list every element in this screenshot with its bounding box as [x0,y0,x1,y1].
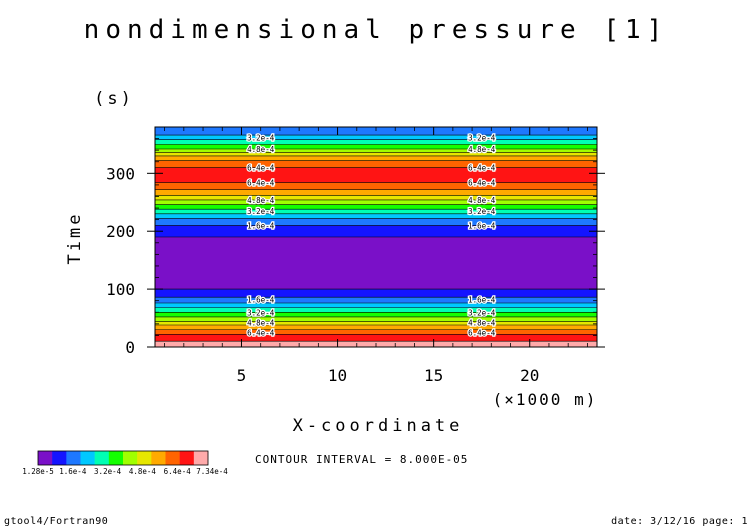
contour-band-14 [155,213,597,219]
contour-band-2 [155,329,597,335]
x-tick-label-2: 15 [424,366,443,385]
colorbar-label-2: 3.2e-4 [94,467,122,476]
y-tick-label-0: 0 [125,338,135,357]
colorbar-swatch-2 [66,451,81,465]
contour-label-6-1: 4.8e-4 [468,196,496,205]
contour-label-3-0: 1.6e-4 [247,296,275,305]
footer-date-page: date: 3/12/16 page: 1 [611,516,748,527]
contour-label-7-0: 6.4e-4 [247,179,275,188]
footer-software-label: gtool4/Fortran90 [4,516,109,527]
y-tick-label-1: 100 [106,280,135,299]
contour-band-11 [155,237,597,290]
colorbar-swatch-6 [123,451,138,465]
contour-band-26 [155,144,597,149]
colorbar-label-3: 4.8e-4 [129,467,157,476]
contour-band-29 [155,127,597,136]
colorbar-swatch-0 [38,451,53,465]
contour-labels: 6.4e-4 6.4e-44.8e-4 4.8e-43.2e-4 3.2e-41.6e… [246,132,497,339]
contour-label-2-1: 3.2e-4 [468,308,496,317]
contour-band-18 [155,195,597,200]
contour-label-1-1: 4.8e-4 [468,319,496,328]
contour-band-16 [155,204,597,210]
contour-label-4-1: 1.6e-4 [468,221,496,230]
contour-band-23 [155,155,597,161]
contour-label-10-0: 3.2e-4 [247,133,275,142]
contour-label-3-1: 1.6e-4 [468,296,496,305]
y-tick-label-3: 300 [106,164,135,183]
colorbar-frame [37,450,209,466]
contour-band-13 [155,218,597,226]
contour-band-4 [155,321,597,325]
contour-band-5 [155,316,597,322]
colorbar-swatch-10 [179,451,195,465]
contour-band-21 [155,167,597,183]
contour-label-6-0: 4.8e-4 [247,196,275,205]
contour-band-10 [155,289,597,298]
colorbar-swatch-3 [80,451,95,465]
contour-label-9-0: 4.8e-4 [247,145,275,154]
colorbar-swatch-11 [193,451,209,465]
contour-band-3 [155,325,597,330]
contour-label-5-1: 3.2e-4 [468,207,496,216]
contour-band-28 [155,135,597,140]
x-axis-label: X-coordinate [293,416,464,436]
colorbar-label-5: 7.34e-4 [196,467,228,476]
contour-band-15 [155,209,597,214]
contour-band-27 [155,139,597,145]
colorbar-label-4: 6.4e-4 [164,467,192,476]
colorbar-swatch-7 [137,451,152,465]
x-unit-label: (×1000 m) [493,390,598,409]
contour-band-22 [155,160,597,168]
colorbar-swatch-1 [52,451,67,465]
contour-band-12 [155,225,597,237]
contour-lines [155,134,597,342]
colorbar-swatch-4 [94,451,110,465]
y-unit-label: (s) [94,89,134,109]
contour-label-4-0: 1.6e-4 [247,221,275,230]
colorbar-swatch-8 [151,451,166,465]
y-tick-label-2: 200 [106,222,135,241]
colorbar-label-1: 1.6e-4 [59,467,87,476]
contour-band-8 [155,303,597,308]
contour-label-0-1: 6.4e-4 [468,329,496,338]
contour-band-1 [155,334,597,342]
contour-band-25 [155,149,597,153]
colorbar-swatch-5 [108,451,124,465]
contour-label-2-0: 3.2e-4 [247,308,275,317]
colorbar-swatch-9 [165,451,180,465]
contour-label-8-0: 6.4e-4 [247,164,275,173]
y-axis-label: Time [65,212,85,265]
contour-band-6 [155,312,597,317]
contour-band-7 [155,307,597,313]
colorbar-label-0: 1.28e-5 [22,467,54,476]
contour-band-24 [155,152,597,156]
x-tick-label-3: 20 [520,366,539,385]
contour-band-9 [155,297,597,303]
contour-label-9-1: 4.8e-4 [468,145,496,154]
contour-label-5-0: 3.2e-4 [247,207,275,216]
contour-band-20 [155,182,597,190]
contour-band-19 [155,189,597,196]
contour-interval-text: CONTOUR INTERVAL = 8.000E-05 [255,453,468,466]
contour-label-0-0: 6.4e-4 [247,329,275,338]
x-tick-label-1: 10 [328,366,347,385]
colorbar: 1.28e-5 1.6e-4 3.2e-4 4.8e-4 6.4e-4 7.34e-4 [22,450,228,476]
contour-band-17 [155,199,597,205]
contour-bands [155,127,597,347]
x-tick-label-0: 5 [237,366,247,385]
contour-label-7-1: 6.4e-4 [468,179,496,188]
contour-label-10-1: 3.2e-4 [468,133,496,142]
chart-title: nondimensional pressure [1] [84,15,669,45]
contour-label-8-1: 6.4e-4 [468,164,496,173]
contour-label-1-0: 4.8e-4 [247,319,275,328]
